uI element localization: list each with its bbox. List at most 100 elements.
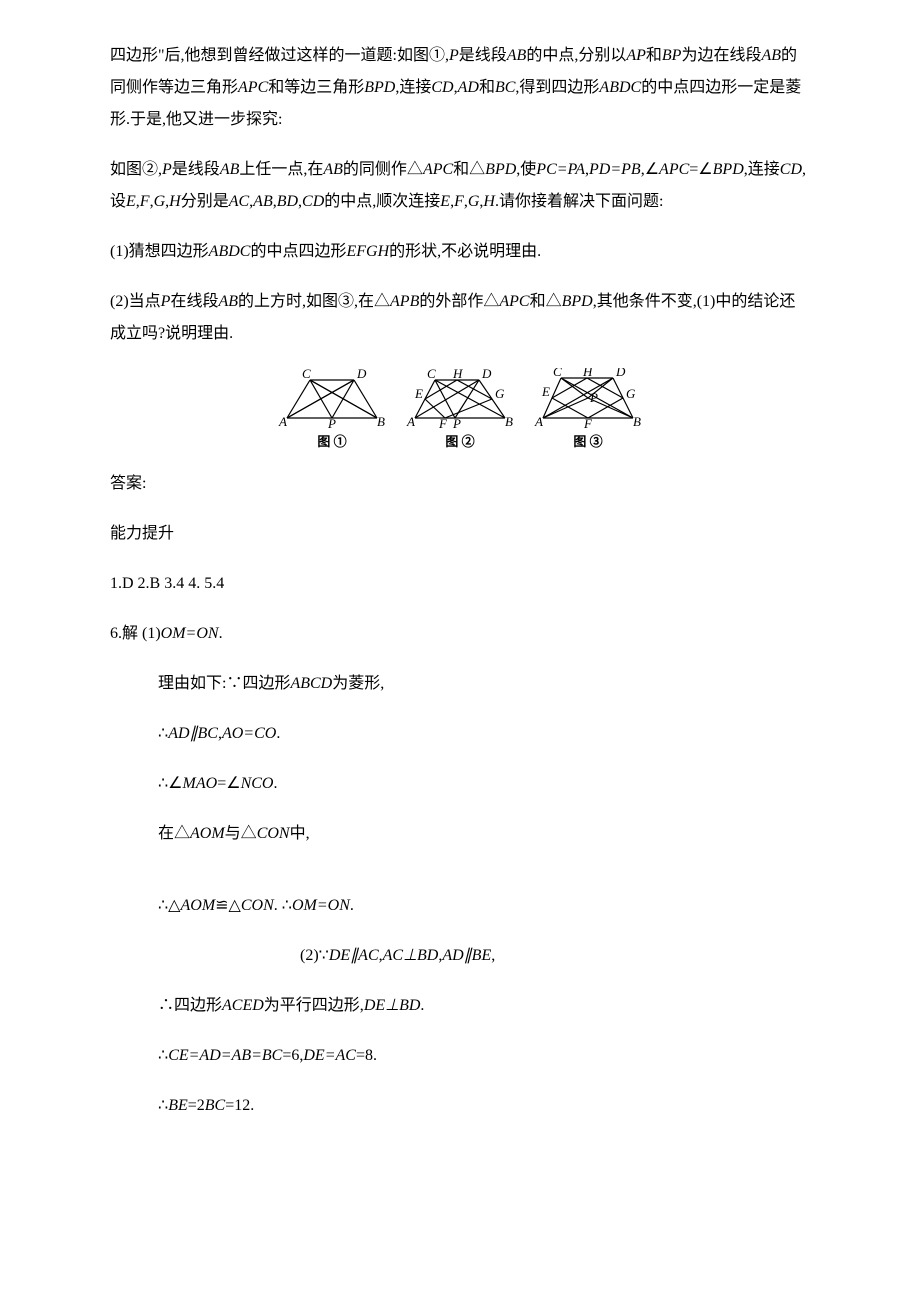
text: ≌△ — [215, 897, 241, 914]
text: =8. — [356, 1047, 377, 1064]
var: DE=AC — [303, 1047, 356, 1064]
var: AD — [458, 79, 479, 96]
figure-3-svg: AFBPCHDEG — [533, 368, 643, 432]
reason-4: 在△AOM与△CON中, — [110, 818, 810, 850]
var: AB — [218, 293, 238, 310]
text: =∠ — [689, 161, 712, 178]
text: 为菱形, — [332, 675, 384, 692]
var: AC — [229, 193, 249, 210]
svg-text:D: D — [356, 368, 367, 381]
var: PC=PA — [536, 161, 585, 178]
text: 是线段 — [459, 47, 507, 64]
text: 的中点四边形 — [250, 243, 346, 260]
figure-2-label: 图 ② — [405, 434, 515, 450]
text: . — [420, 997, 424, 1014]
text: ,连接 — [744, 161, 780, 178]
var: BPD — [364, 79, 395, 96]
text: 和 — [479, 79, 495, 96]
svg-text:G: G — [626, 386, 636, 401]
svg-text:A: A — [406, 414, 415, 429]
reason-7: ∴四边形ACED为平行四边形,DE⊥BD. — [110, 990, 810, 1022]
answer-title: 答案: — [110, 468, 810, 500]
svg-text:F: F — [438, 416, 448, 431]
var: BD — [277, 193, 298, 210]
text: 如图②, — [110, 161, 162, 178]
figures-row: APBCD 图 ① AFPBCHDEG 图 ② AFBPCHDEG 图 ③ — [110, 368, 810, 450]
var: P — [162, 161, 172, 178]
var: CON — [257, 825, 290, 842]
svg-text:H: H — [582, 368, 593, 379]
text: ,使 — [516, 161, 536, 178]
text: 四边形"后,他想到曾经做过这样的一道题:如图①, — [110, 47, 449, 64]
svg-text:F: F — [583, 416, 593, 431]
var: ABDC — [209, 243, 251, 260]
var: AB — [253, 193, 273, 210]
var: G — [468, 193, 480, 210]
svg-text:C: C — [553, 368, 562, 379]
reason-1: 理由如下:∵四边形ABCD为菱形, — [110, 668, 810, 700]
svg-text:A: A — [278, 414, 287, 429]
var: E — [440, 193, 450, 210]
reason-3: ∴∠MAO=∠NCO. — [110, 768, 810, 800]
svg-text:B: B — [633, 414, 641, 429]
figure-2-svg: AFPBCHDEG — [405, 368, 515, 432]
text: 在线段 — [170, 293, 218, 310]
reason-5: ∴△AOM≌△CON. ∴OM=ON. — [110, 890, 810, 922]
text: . — [273, 775, 277, 792]
text: (2)当点 — [110, 293, 161, 310]
svg-text:B: B — [505, 414, 513, 429]
intro-para-2: 如图②,P是线段AB上任一点,在AB的同侧作△APC和△BPD,使PC=PA,P… — [110, 154, 810, 218]
var: BP — [662, 47, 682, 64]
text: 分别是 — [181, 193, 229, 210]
var: BPD — [562, 293, 593, 310]
var: AB — [507, 47, 527, 64]
var: APC — [659, 161, 689, 178]
var: BC — [205, 1097, 225, 1114]
svg-text:C: C — [427, 368, 436, 381]
text: =6, — [282, 1047, 303, 1064]
svg-text:H: H — [452, 368, 463, 381]
text: 理由如下:∵四边形 — [158, 675, 290, 692]
var: DE⊥BD — [364, 997, 421, 1014]
text: 和 — [646, 47, 662, 64]
var: OM=ON — [292, 897, 350, 914]
solution-6-head: 6.解 (1)OM=ON. — [110, 618, 810, 650]
svg-text:G: G — [495, 386, 505, 401]
svg-text:P: P — [327, 416, 336, 431]
text: . — [350, 897, 354, 914]
text: 的上方时,如图③,在△ — [238, 293, 390, 310]
var: CON — [241, 897, 274, 914]
var: AB — [323, 161, 343, 178]
var: APC — [499, 293, 529, 310]
text: 和△ — [453, 161, 485, 178]
figure-2: AFPBCHDEG 图 ② — [405, 368, 515, 450]
text: 上任一点,在 — [239, 161, 323, 178]
var: APC — [423, 161, 453, 178]
text: ,得到四边形 — [515, 79, 599, 96]
var: BE — [168, 1097, 188, 1114]
answer-subtitle: 能力提升 — [110, 518, 810, 550]
text: 中, — [290, 825, 310, 842]
var: OM=ON — [161, 625, 219, 642]
figure-1-svg: APBCD — [277, 368, 387, 432]
reason-9: ∴BE=2BC=12. — [110, 1090, 810, 1122]
reason-2: ∴AD∥BC,AO=CO. — [110, 718, 810, 750]
text: . — [276, 725, 280, 742]
var: G — [154, 193, 166, 210]
text: . ∴ — [274, 897, 292, 914]
text: 是线段 — [172, 161, 220, 178]
text: ∴ — [158, 1097, 168, 1114]
text: .请你接着解决下面问题: — [495, 193, 663, 210]
reason-6: (2)∵DE∥AC,AC⊥BD,AD∥BE, — [110, 940, 810, 972]
var: AB — [761, 47, 781, 64]
text: ,连接 — [395, 79, 431, 96]
text: ∴ — [158, 725, 168, 742]
text: =12. — [225, 1097, 254, 1114]
text: , — [491, 947, 495, 964]
var: H — [169, 193, 181, 210]
var: APB — [390, 293, 419, 310]
text: 6.解 (1) — [110, 625, 161, 642]
figure-1-label: 图 ① — [277, 434, 387, 450]
text: ,∠ — [641, 161, 659, 178]
text: (2)∵ — [300, 947, 329, 964]
